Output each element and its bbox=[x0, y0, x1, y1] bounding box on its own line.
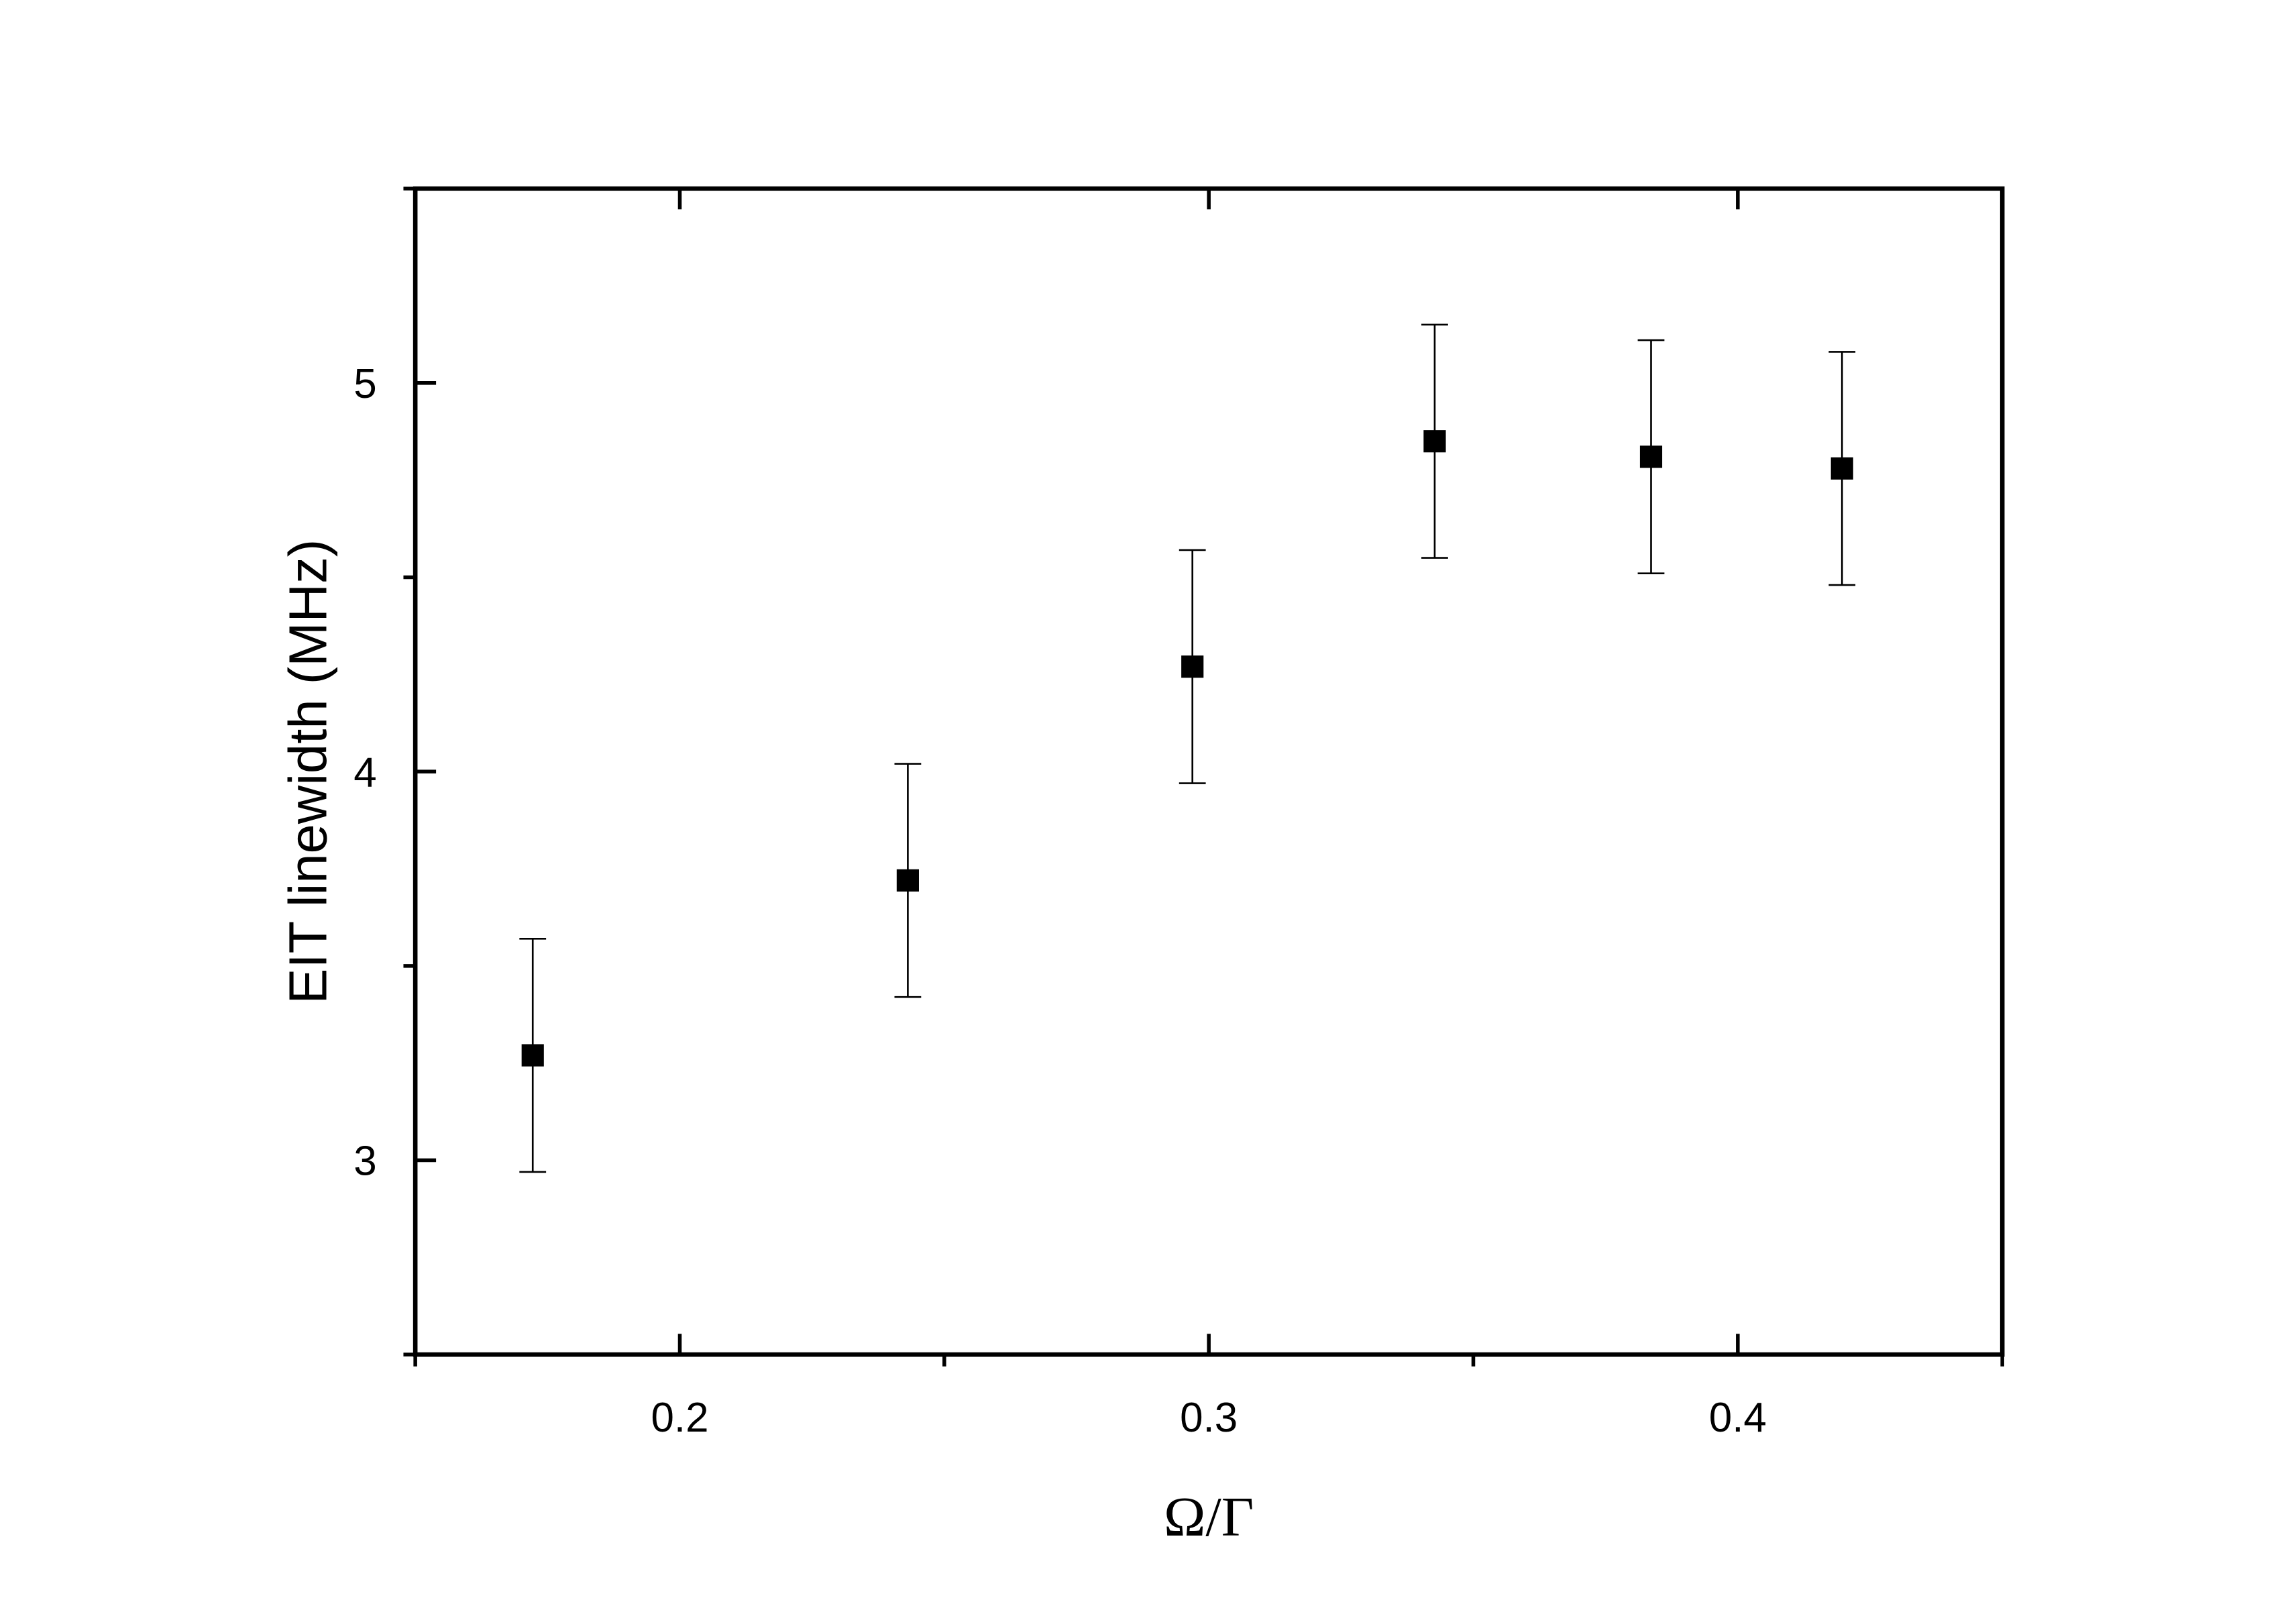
data-point bbox=[1639, 445, 1663, 468]
data-point bbox=[896, 869, 919, 892]
data-point bbox=[1830, 457, 1853, 480]
y-tick-label: 3 bbox=[353, 1138, 376, 1185]
plot-frame bbox=[413, 186, 2005, 1357]
y-axis-label: EIT linewidth (MHz) bbox=[278, 539, 337, 1004]
data-point bbox=[1423, 430, 1446, 453]
x-axis-label: Ω/Γ bbox=[1164, 1486, 1254, 1548]
y-tick-label: 5 bbox=[353, 361, 376, 407]
x-tick-label: 0.3 bbox=[1180, 1395, 1238, 1441]
x-tick-label: 0.4 bbox=[1709, 1395, 1767, 1441]
data-point bbox=[521, 1044, 544, 1067]
data-point bbox=[1181, 655, 1204, 678]
y-tick-label: 4 bbox=[353, 749, 376, 796]
x-tick-label: 0.2 bbox=[651, 1395, 708, 1441]
